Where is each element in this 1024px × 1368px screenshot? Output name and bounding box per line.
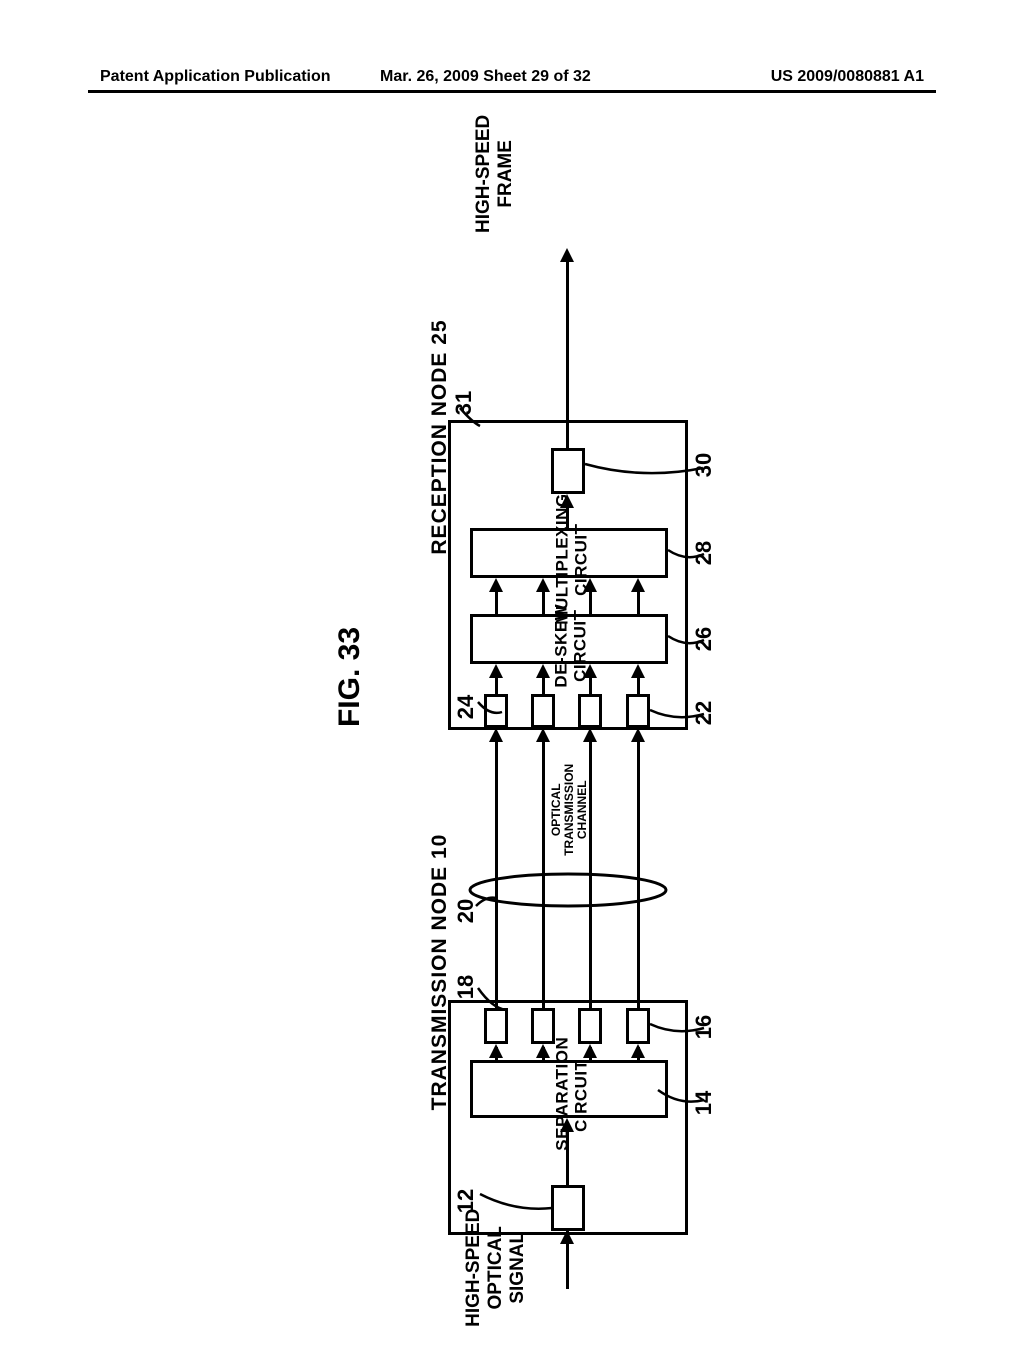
arrow-rx-dsk2-h bbox=[536, 664, 550, 678]
arrow-30-out-h bbox=[560, 248, 574, 262]
tx-driver-1 bbox=[484, 1008, 508, 1044]
leader-26 bbox=[668, 634, 704, 648]
arrow-input-12-head bbox=[560, 1230, 574, 1244]
arrow-sep-tx3-h bbox=[583, 1044, 597, 1058]
rx-recv-2 bbox=[531, 694, 555, 728]
tx-driver-3 bbox=[578, 1008, 602, 1044]
channel-2-h bbox=[536, 728, 550, 742]
leader-18 bbox=[478, 988, 508, 1012]
arrow-dsk-mux1-h bbox=[489, 578, 503, 592]
arrow-rx-dsk4-h bbox=[631, 664, 645, 678]
rx-recv-3 bbox=[578, 694, 602, 728]
leader-28 bbox=[668, 548, 704, 562]
rx-recv-4 bbox=[626, 694, 650, 728]
figure-33: FIG. 33 TRANSMISSION NODE 10 RECEPTION N… bbox=[0, 130, 1024, 1250]
multiplexing-circuit: MULTIPLEXING CIRCUIT bbox=[470, 528, 668, 578]
arrow-sep-tx2-h bbox=[536, 1044, 550, 1058]
leader-22 bbox=[650, 708, 704, 722]
header-left: Patent Application Publication bbox=[100, 68, 331, 86]
arrow-mux-30-h bbox=[560, 494, 574, 508]
arrow-dsk-mux4-h bbox=[631, 578, 645, 592]
arrow-sep-tx4-h bbox=[631, 1044, 645, 1058]
arrow-30-out bbox=[566, 260, 569, 448]
channel-3-h bbox=[583, 728, 597, 742]
leader-30 bbox=[585, 462, 703, 478]
output-frame-label: HIGH-SPEED FRAME bbox=[473, 74, 517, 274]
tx-driver-4 bbox=[626, 1008, 650, 1044]
ref-18: 18 bbox=[453, 967, 479, 1007]
leader-12 bbox=[480, 1194, 555, 1214]
channel-ellipse bbox=[468, 872, 668, 908]
leader-31 bbox=[460, 408, 480, 428]
ref-12: 12 bbox=[453, 1181, 479, 1221]
channel-4-h bbox=[631, 728, 645, 742]
arrow-12-sep-head bbox=[560, 1118, 574, 1132]
block-30 bbox=[551, 448, 585, 494]
channel-label: OPTICAL TRANSMISSION CHANNEL bbox=[550, 745, 590, 875]
leader-20 bbox=[476, 896, 498, 908]
separation-circuit: SEPARATION CIRCUIT bbox=[470, 1060, 668, 1118]
arrow-rx-dsk1-h bbox=[489, 664, 503, 678]
ref-24: 24 bbox=[453, 687, 479, 727]
figure-label: FIG. 33 bbox=[333, 597, 367, 757]
leader-14 bbox=[658, 1090, 704, 1108]
arrow-12-sep bbox=[566, 1130, 569, 1185]
leader-24 bbox=[478, 702, 502, 716]
arrow-sep-tx1-h bbox=[489, 1044, 503, 1058]
header-right: US 2009/0080881 A1 bbox=[771, 68, 924, 86]
tx-driver-2 bbox=[531, 1008, 555, 1044]
arrow-dsk-mux2-h bbox=[536, 578, 550, 592]
multiplexing-circuit-label: MULTIPLEXING CIRCUIT bbox=[553, 495, 590, 625]
block-12 bbox=[551, 1185, 585, 1231]
channel-1-h bbox=[489, 728, 503, 742]
leader-16 bbox=[650, 1022, 704, 1036]
